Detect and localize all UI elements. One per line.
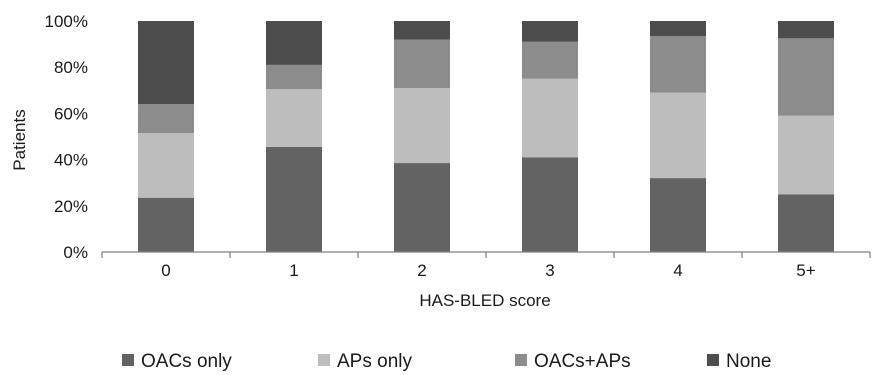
x-tick-label: 1: [289, 261, 298, 280]
bar-segment: [138, 133, 194, 198]
y-axis-ticks: 0% 20% 40% 60% 80% 100%: [45, 12, 88, 262]
bar-segment: [778, 38, 834, 116]
legend: OACs only APs only OACs+APs None: [122, 351, 771, 372]
bar-segment: [522, 41, 578, 79]
legend-swatch: [515, 354, 527, 366]
bar-segment: [266, 89, 322, 147]
bar-segment: [522, 157, 578, 252]
bar-segment: [138, 104, 194, 134]
legend-swatch: [707, 354, 719, 366]
bar-segment: [778, 194, 834, 252]
bar-segment: [266, 64, 322, 90]
bar-segment: [650, 21, 706, 37]
y-tick-label: 0%: [63, 243, 88, 262]
legend-swatch: [318, 354, 330, 366]
y-tick-label: 40%: [54, 151, 88, 170]
x-tick-label: 0: [161, 261, 170, 280]
x-axis-title: HAS-BLED score: [419, 291, 550, 310]
bar-segment: [138, 197, 194, 252]
legend-label: None: [726, 351, 771, 372]
bar-segment: [650, 36, 706, 93]
y-axis-title: Patients: [10, 109, 29, 170]
bar-segment: [138, 21, 194, 105]
x-tick-label: 4: [673, 261, 682, 280]
y-tick-label: 80%: [54, 58, 88, 77]
bar-segment: [650, 178, 706, 252]
bar-segment: [778, 115, 834, 195]
x-tick-label: 3: [545, 261, 554, 280]
bar-segment: [522, 78, 578, 158]
bar-segment: [650, 92, 706, 179]
bar-segment: [394, 87, 450, 164]
y-tick-label: 100%: [45, 12, 88, 31]
bars: [138, 21, 834, 252]
bar-segment: [522, 21, 578, 42]
bar-segment: [778, 21, 834, 39]
legend-label: OACs only: [141, 351, 232, 372]
bar-segment: [394, 21, 450, 40]
x-axis-ticks: 0 1 2 3 4 5+: [101, 252, 871, 280]
bar-segment: [266, 146, 322, 252]
x-tick-label: 2: [417, 261, 426, 280]
bar-segment: [394, 163, 450, 252]
bar-segment: [394, 39, 450, 88]
y-tick-label: 60%: [54, 104, 88, 123]
y-tick-label: 20%: [54, 197, 88, 216]
legend-label: APs only: [337, 351, 412, 372]
legend-label: OACs+APs: [534, 351, 631, 372]
legend-swatch: [122, 354, 134, 366]
x-tick-label: 5+: [796, 261, 815, 280]
bar-segment: [266, 21, 322, 65]
